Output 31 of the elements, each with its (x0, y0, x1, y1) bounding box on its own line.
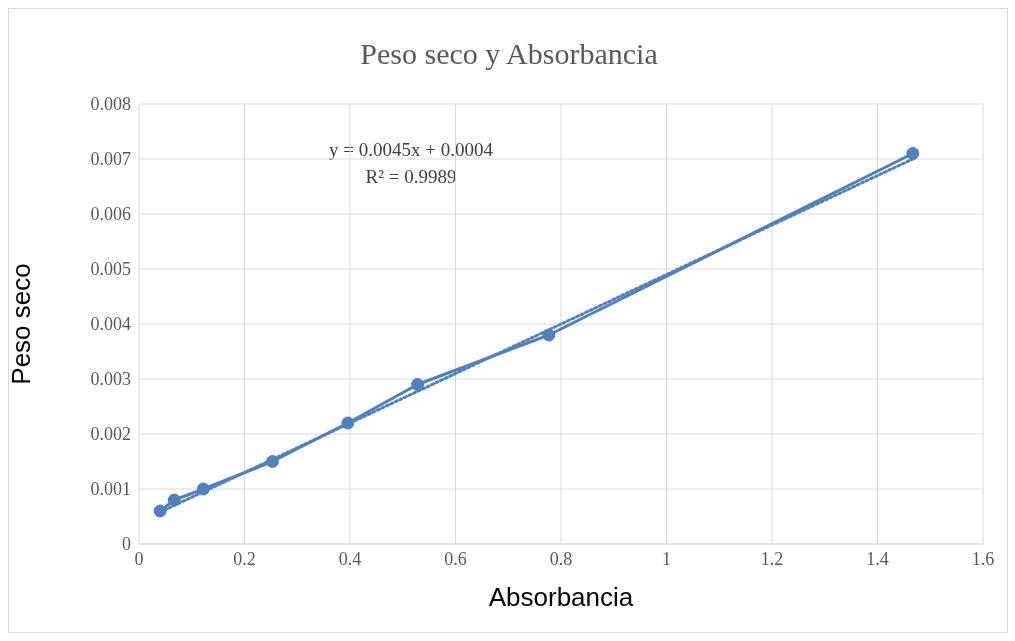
x-tick-label: 0.6 (444, 548, 467, 569)
y-tick-label: 0.003 (90, 369, 131, 390)
point (411, 378, 425, 391)
y-tick-label: 0.004 (90, 314, 131, 335)
point (153, 504, 167, 518)
point (906, 147, 920, 160)
x-axis-title: Absorbancia (488, 582, 634, 612)
y-tick-label: 0.002 (90, 424, 131, 445)
point (196, 482, 210, 496)
x-tick-label: 0.4 (338, 548, 362, 569)
x-tick-label: 0.2 (233, 548, 256, 569)
point (341, 416, 355, 430)
y-tick-label: 0.005 (90, 259, 131, 280)
annotation: R² = 0.9989 (364, 166, 458, 188)
x-tick-label: 1.6 (971, 548, 995, 569)
annotation: y = 0.0045x + 0.0004 (328, 139, 494, 161)
x-tick-label: 0.8 (549, 548, 573, 569)
chart-title: Peso seco y Absorbancia (359, 37, 659, 71)
y-tick-label: 0.008 (90, 94, 131, 115)
point (167, 493, 181, 507)
point (265, 455, 279, 468)
y-tick-label: 0 (122, 534, 131, 555)
y-tick-label: 0.006 (90, 204, 131, 225)
point (542, 328, 556, 342)
y-axis-title: Peso seco (6, 263, 37, 385)
y-tick-label: 0.007 (90, 149, 131, 170)
x-tick-label: 0 (134, 548, 144, 569)
y-tick-label: 0.001 (90, 479, 131, 500)
x-tick-label: 1.4 (866, 548, 889, 569)
x-tick-label: 1.2 (760, 548, 784, 569)
x-tick-label: 1 (662, 548, 671, 569)
